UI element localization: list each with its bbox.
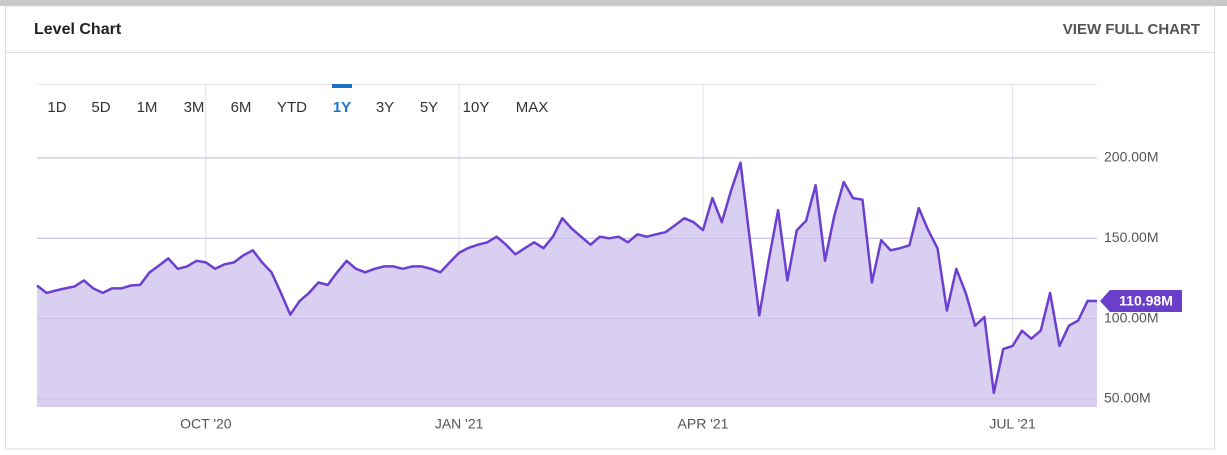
range-button[interactable]: YTD <box>277 99 307 116</box>
y-tick-label: 100.00M <box>1104 309 1158 325</box>
view-full-chart-link[interactable]: VIEW FULL CHART <box>1063 21 1200 38</box>
y-tick-label: 50.00M <box>1104 390 1151 406</box>
area-fill <box>37 162 1097 407</box>
x-tick-label: OCT '20 <box>180 416 232 432</box>
range-button[interactable]: 3M <box>184 99 205 116</box>
range-button[interactable]: 1M <box>137 99 158 116</box>
range-button[interactable]: 10Y <box>463 99 490 116</box>
range-button[interactable]: 5Y <box>420 99 438 116</box>
plot: 50.00M 100.00M 150.00M 200.00M OCT '20 JAN '2… <box>36 84 1182 432</box>
range-selected-indicator <box>332 84 352 88</box>
y-tick-label: 150.00M <box>1104 229 1158 245</box>
range-button[interactable]: 6M <box>231 99 252 116</box>
range-button[interactable]: MAX <box>516 99 549 116</box>
range-button[interactable]: 5D <box>91 99 110 116</box>
line <box>36 161 1098 395</box>
range-button[interactable]: 1D <box>47 99 66 116</box>
y-tick-label: 200.00M <box>1104 149 1158 165</box>
range-button[interactable]: 1Y <box>333 99 351 116</box>
last-value-label: 110.98M <box>1119 293 1173 309</box>
last-value-tag <box>1100 289 1182 312</box>
x-tick-label: JUL '21 <box>989 416 1036 432</box>
range-button[interactable]: 3Y <box>376 99 394 116</box>
x-tick-label: APR '21 <box>678 416 729 432</box>
panel-title: Level Chart <box>34 21 122 38</box>
top-bar <box>0 0 1227 6</box>
x-tick-label: JAN '21 <box>435 416 484 432</box>
